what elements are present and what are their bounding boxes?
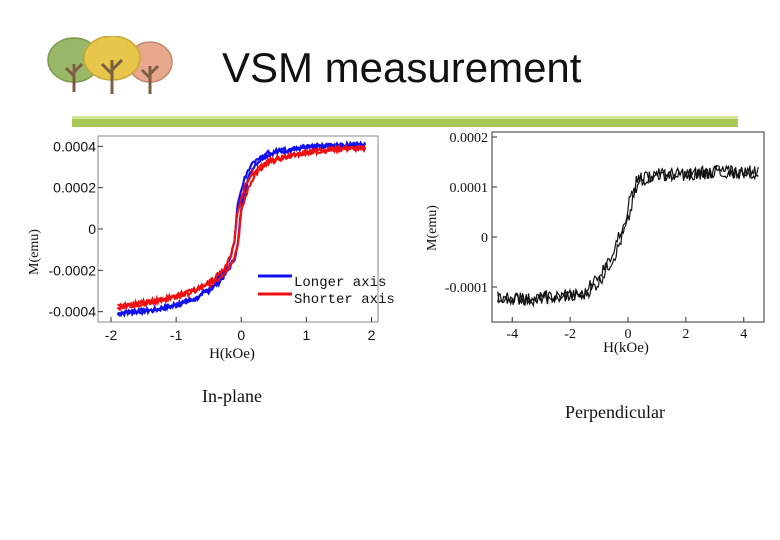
legend-label-longer: Longer axis [294,275,386,291]
c2-ytick-label: -0.0001 [445,281,488,296]
c1-ytick-label: 0.0004 [53,138,96,154]
c2-xtick-label: 2 [682,327,689,342]
perp-plot-frame [491,131,765,323]
c2-series-0-line [497,164,759,308]
trees-logo [47,36,173,94]
c1-ytick-label: 0.0002 [53,180,96,196]
c1-xtick-label: 1 [302,327,310,343]
c2-ytick-label: 0 [481,231,488,246]
c2-series-0-return-line [497,164,759,306]
c2-xtick-label: -4 [506,327,518,342]
tree-middle-icon [83,36,141,94]
inplane-xlabel: H(kOe) [209,346,255,362]
c1-ytick-label: 0 [88,221,96,237]
c2-xtick-label: 4 [740,327,747,342]
c1-xtick-label: 0 [237,327,245,343]
inplane-legend: Longer axis Shorter axis [258,274,395,308]
c1-ytick-label: -0.0002 [49,262,97,278]
c2-xtick-label: 0 [625,327,632,342]
perpendicular-caption: Perpendicular [565,402,665,422]
c2-ytick-label: 0.0001 [450,181,489,196]
perpendicular-chart: 0.0002 0.0001 0 -0.0001 -4 -2 0 2 4 M(emu) H(kO… [425,131,765,356]
c1-xtick-label: 2 [368,327,376,343]
inplane-chart: 0.0004 0.0002 0 -0.0002 -0.0004 -2 -1 0 1 2 M(em… [27,135,395,362]
inplane-caption: In-plane [202,386,262,406]
c1-series-0-return-line [116,140,366,318]
c1-xtick-label: -2 [105,327,118,343]
perp-ylabel: M(emu) [425,205,440,251]
c1-series-1-return-line [117,144,367,310]
c2-xtick-label: -2 [564,327,576,342]
slide-title: VSM measurement [222,44,582,91]
c2-ytick-label: 0.0002 [450,131,489,146]
title-rule [72,116,738,127]
legend-label-shorter: Shorter axis [294,292,395,308]
c1-xtick-label: -1 [170,327,183,343]
c1-ytick-label: -0.0004 [49,304,97,320]
inplane-ylabel: M(emu) [27,229,42,275]
perp-xlabel: H(kOe) [603,340,649,356]
